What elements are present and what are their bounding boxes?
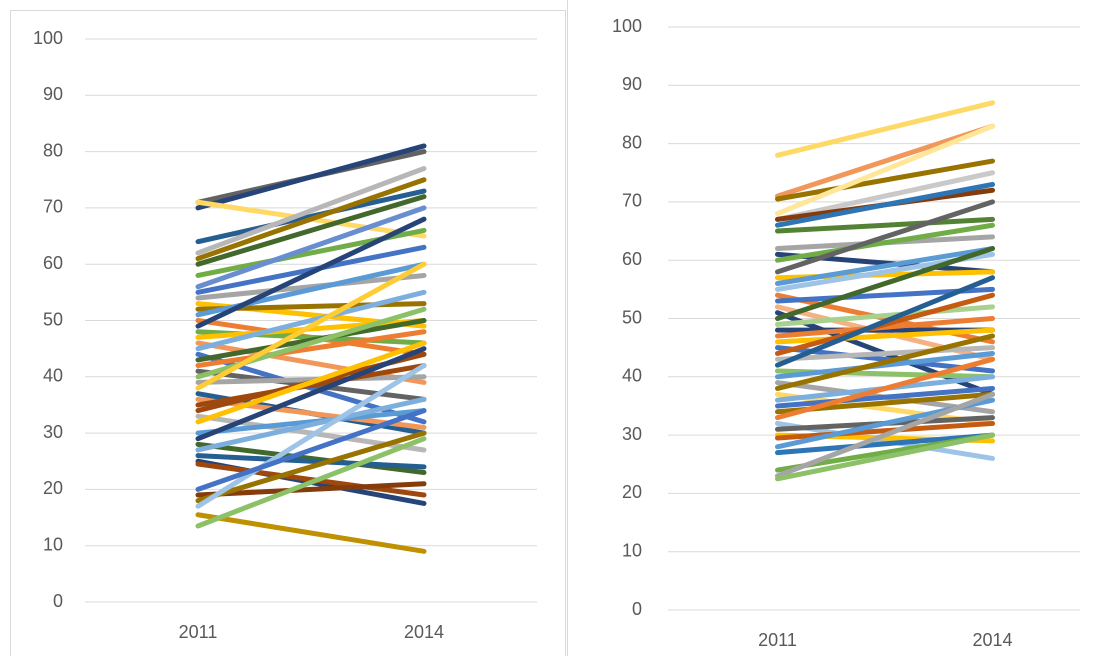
series-line (775, 100, 995, 158)
series-line (775, 350, 995, 380)
series-line (775, 345, 995, 362)
series-line (195, 430, 427, 504)
series-line (195, 481, 427, 498)
series-line (775, 356, 995, 421)
series-line (775, 246, 995, 287)
series-line (775, 333, 995, 391)
y-tick-label: 100 (612, 16, 642, 36)
y-tick-label: 0 (632, 599, 642, 619)
y-tick-label: 60 (622, 249, 642, 269)
series-line (775, 170, 995, 222)
series-line (775, 432, 995, 482)
series-line (195, 396, 427, 453)
series-line (775, 385, 995, 409)
series-line (775, 216, 995, 234)
y-tick-label: 10 (622, 540, 642, 560)
series-line (195, 408, 427, 436)
series-line (775, 304, 995, 327)
series-line (775, 316, 995, 339)
y-tick-label: 30 (622, 424, 642, 444)
x-tick-label: 2011 (179, 622, 218, 642)
series-line (775, 391, 995, 479)
series-line (195, 453, 427, 470)
series-line (195, 408, 427, 492)
y-tick-label: 100 (33, 28, 63, 48)
y-tick-label: 80 (43, 140, 63, 160)
series-line (195, 272, 427, 301)
y-tick-label: 60 (43, 253, 63, 273)
series-line (195, 363, 427, 408)
series-line (775, 327, 995, 345)
y-tick-label: 30 (43, 422, 63, 442)
y-tick-label: 40 (622, 366, 642, 386)
series-line (775, 158, 995, 202)
series-line (195, 261, 427, 391)
y-tick-label: 90 (43, 84, 63, 104)
series-line (195, 194, 427, 267)
y-tick-label: 50 (43, 309, 63, 329)
series-line (195, 340, 427, 425)
y-tick-label: 70 (622, 191, 642, 211)
series-line (195, 363, 427, 509)
series-line (775, 222, 995, 263)
series-line (195, 374, 427, 385)
series-line (195, 346, 427, 442)
series-line (775, 251, 995, 275)
series-line (195, 177, 427, 262)
series-line (775, 123, 995, 217)
y-tick-label: 80 (622, 132, 642, 152)
y-tick-label: 10 (43, 534, 63, 554)
panel-border (10, 10, 566, 656)
series-line (195, 318, 427, 363)
series-line (775, 123, 995, 199)
series-line (195, 244, 427, 295)
series-line (195, 461, 427, 498)
x-tick-label: 2011 (758, 630, 797, 650)
series-line (195, 165, 427, 256)
panel-border (567, 0, 568, 656)
series-line (195, 441, 427, 476)
series-line (775, 432, 995, 456)
x-tick-label: 2014 (404, 622, 444, 642)
y-tick-label: 0 (53, 591, 63, 611)
series-line (775, 420, 995, 441)
series-line (195, 512, 427, 554)
series-line (195, 205, 427, 290)
series-line (775, 275, 995, 368)
y-tick-label: 20 (43, 478, 63, 498)
series-line (775, 292, 995, 356)
series-line (195, 143, 427, 211)
series-line (195, 436, 427, 529)
series-line (195, 289, 427, 352)
x-tick-label: 2014 (972, 630, 1012, 650)
series-line (775, 246, 995, 321)
series-line (775, 199, 995, 275)
series-line (195, 188, 427, 245)
y-tick-label: 90 (622, 74, 642, 94)
y-tick-label: 40 (43, 366, 63, 386)
series-line (195, 329, 427, 369)
series-line (775, 181, 995, 228)
series-line (195, 216, 427, 329)
y-tick-label: 20 (622, 482, 642, 502)
y-tick-label: 50 (622, 307, 642, 327)
y-tick-label: 70 (43, 197, 63, 217)
